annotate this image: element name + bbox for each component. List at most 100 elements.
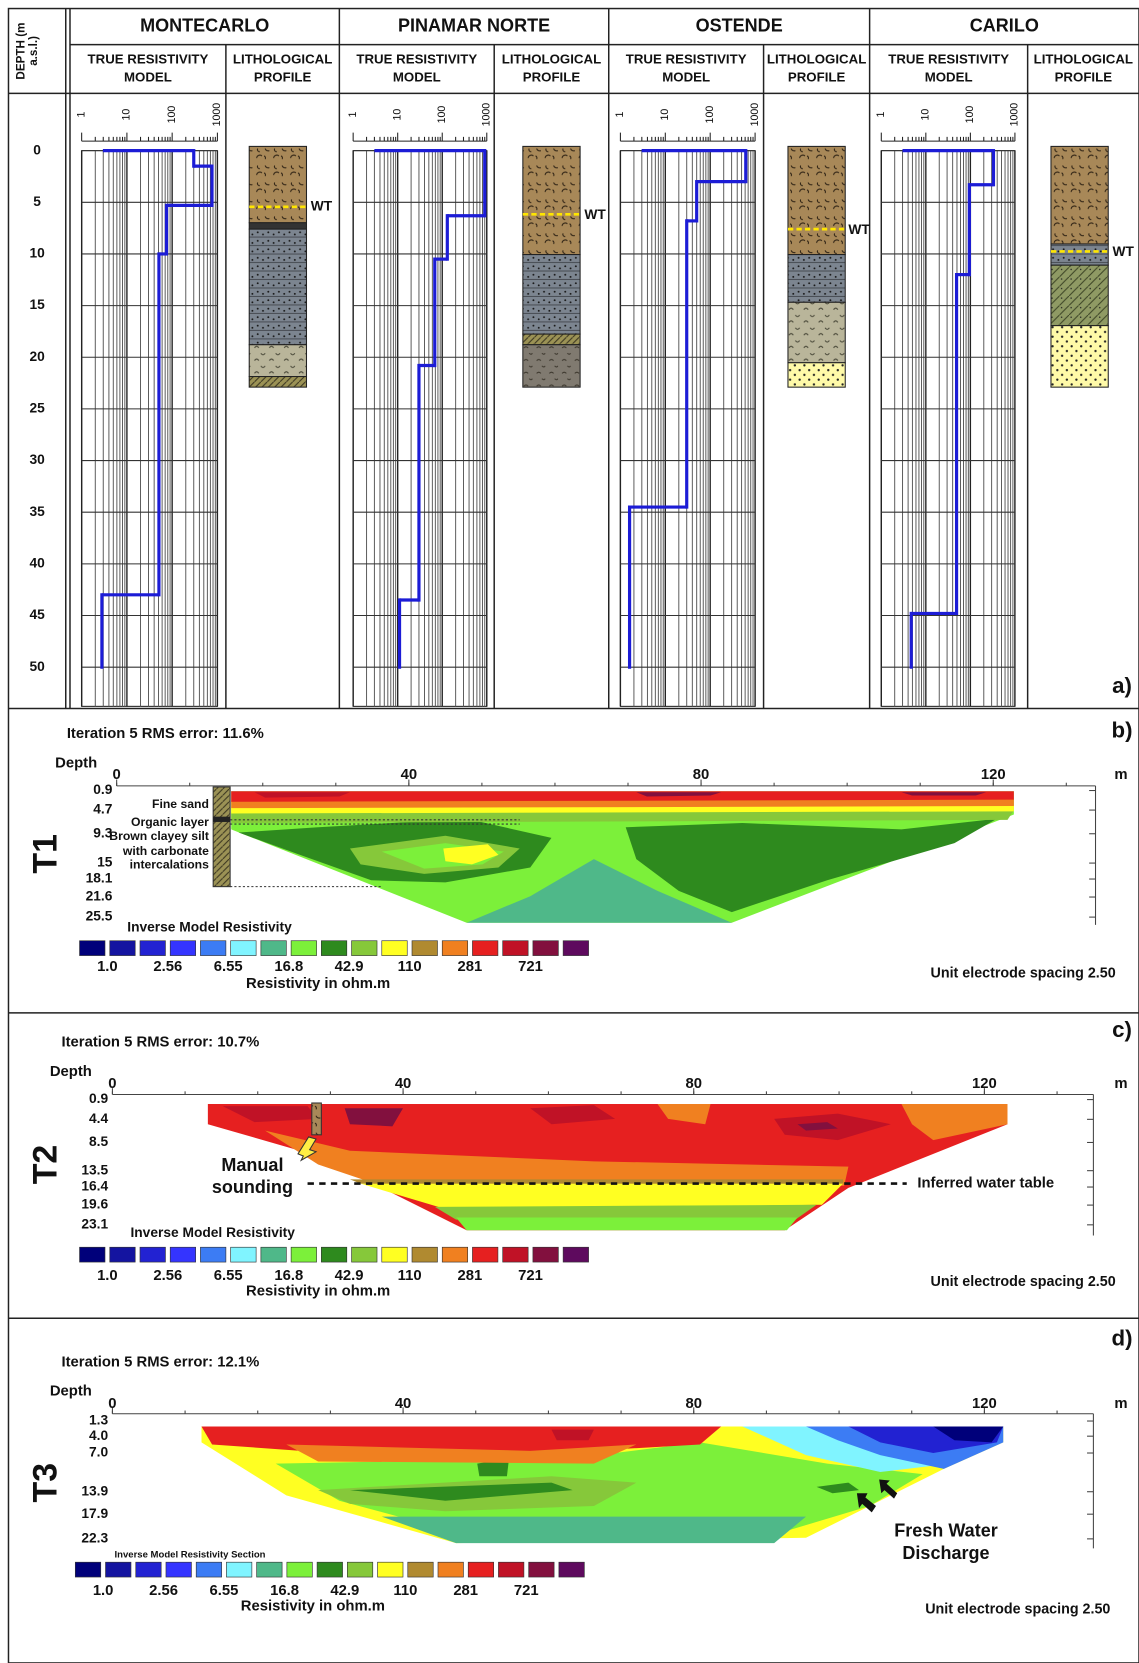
x-tick-label: 1000 <box>481 103 493 127</box>
litho-layer <box>249 345 306 377</box>
section-label: T1 <box>27 834 65 874</box>
y-tick-label: 4.7 <box>93 802 112 817</box>
model-label: TRUE RESISTIVITY MODEL <box>344 51 490 87</box>
color-swatch <box>196 1562 221 1577</box>
x-tick-label: 1000 <box>1009 103 1021 127</box>
color-swatch <box>533 1247 558 1262</box>
color-swatch <box>110 1247 135 1262</box>
color-swatch <box>412 941 437 956</box>
color-scale-label: 6.55 <box>214 1268 243 1284</box>
y-tick-label: 0 <box>33 142 41 157</box>
color-swatch <box>442 941 467 956</box>
x-tick-label: 10 <box>121 109 133 121</box>
panel-label: a) <box>1112 673 1132 698</box>
color-scale-label: 110 <box>393 1583 417 1599</box>
y-tick-label: 8.5 <box>89 1134 108 1149</box>
color-scale-label: 721 <box>518 1268 543 1284</box>
x-tick-label: 100 <box>964 106 976 124</box>
color-swatch <box>321 1247 346 1262</box>
legend-title: Inverse Model Resistivity Section <box>115 1549 266 1560</box>
sounding-column <box>213 817 230 822</box>
y-tick-label: 25.5 <box>86 909 113 924</box>
color-swatch <box>291 1247 316 1262</box>
color-scale-label: 281 <box>458 959 483 975</box>
figure: MONTECARLOTRUE RESISTIVITY MODELLITHOLOG… <box>0 0 1139 1663</box>
x-tick-label: 100 <box>166 106 178 124</box>
color-scale-title: Resistivity in ohm.m <box>246 976 390 992</box>
color-swatch <box>106 1562 131 1577</box>
color-swatch <box>136 1562 161 1577</box>
color-swatch <box>261 1247 286 1262</box>
sounding-column <box>312 1103 322 1135</box>
color-swatch <box>321 941 346 956</box>
color-swatch <box>287 1562 312 1577</box>
x-tick-label: 10 <box>659 109 671 121</box>
x-tick-label: 1000 <box>749 103 761 127</box>
panel-label: d) <box>1112 1325 1133 1350</box>
site-title: MONTECARLO <box>140 15 269 35</box>
x-tick-label: 1 <box>347 112 359 118</box>
color-scale-label: 281 <box>458 1268 483 1284</box>
litho-layer <box>1051 265 1108 325</box>
litho-layer <box>523 334 580 345</box>
profile-label: LITHOLOGICAL PROFILE <box>766 51 868 87</box>
color-swatch <box>257 1562 282 1577</box>
panel-label: c) <box>1112 1017 1132 1042</box>
litho-layer <box>249 146 306 222</box>
rms-label: Iteration 5 RMS error: 10.7% <box>62 1034 260 1050</box>
site-title: CARILO <box>970 15 1039 35</box>
color-swatch <box>468 1562 493 1577</box>
rms-label: Iteration 5 RMS error: 11.6% <box>67 726 264 742</box>
color-swatch <box>378 1562 403 1577</box>
wt-label: WT <box>584 207 606 222</box>
color-swatch <box>533 941 558 956</box>
contour-region <box>456 1218 797 1231</box>
y-tick-label: 4.4 <box>89 1111 108 1126</box>
litho-layer <box>249 377 306 388</box>
color-swatch <box>559 1562 584 1577</box>
litho-layer <box>523 146 580 254</box>
profile-label-box: LITHOLOGICAL PROFILE <box>496 51 606 93</box>
x-tick-label: 100 <box>436 106 448 124</box>
color-scale-label: 2.56 <box>153 1268 182 1284</box>
litho-layer <box>523 255 580 335</box>
color-swatch <box>291 941 316 956</box>
contour-region <box>551 1430 593 1441</box>
litho-layer <box>1051 326 1108 388</box>
color-scale-label: 2.56 <box>153 959 182 975</box>
x-tick-label: 80 <box>685 1076 702 1092</box>
wt-label: WT <box>311 198 333 213</box>
wt-label: WT <box>848 222 870 237</box>
litho-layer <box>249 229 306 345</box>
x-tick-label: 40 <box>395 1076 412 1092</box>
model-label: TRUE RESISTIVITY MODEL <box>613 51 759 87</box>
color-scale-label: 281 <box>453 1583 478 1599</box>
electrode-spacing: Unit electrode spacing 2.50 <box>925 1602 1110 1618</box>
litho-layer <box>788 146 845 254</box>
model-label-box: TRUE RESISTIVITY MODEL <box>74 51 221 93</box>
x-tick-label: 10 <box>920 109 932 121</box>
color-swatch <box>408 1562 433 1577</box>
x-axis-unit: m <box>1114 1076 1127 1092</box>
color-swatch <box>563 1247 588 1262</box>
color-swatch <box>412 1247 437 1262</box>
litho-layer <box>788 302 845 362</box>
legend-title: Inverse Model Resistivity <box>127 920 292 935</box>
y-axis-title-box: DEPTH (m a.s.l.) <box>15 13 62 91</box>
x-tick-label: 40 <box>395 1396 412 1412</box>
x-axis-unit: m <box>1114 767 1127 783</box>
color-swatch <box>226 1562 251 1577</box>
color-scale-label: 16.8 <box>274 1268 303 1284</box>
y-tick-label: 0.9 <box>93 782 112 797</box>
page: {"chart_data": [ {"type": "step", "panel… <box>0 0 1139 1663</box>
color-scale-label: 16.8 <box>270 1583 299 1599</box>
color-swatch <box>382 1247 407 1262</box>
color-scale-label: 6.55 <box>214 959 243 975</box>
contour-region <box>350 1179 843 1183</box>
wt-label: WT <box>1112 244 1134 259</box>
color-swatch <box>472 941 497 956</box>
y-tick-label: 4.0 <box>89 1428 108 1443</box>
y-axis-title: DEPTH (m a.s.l.) <box>15 13 40 89</box>
contour-sections <box>201 791 1013 1543</box>
color-scale-label: 42.9 <box>335 1268 364 1284</box>
